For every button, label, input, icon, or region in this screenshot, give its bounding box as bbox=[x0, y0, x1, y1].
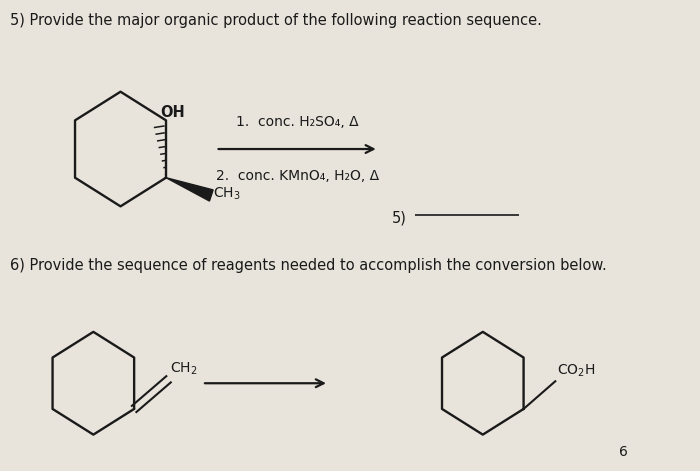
Text: 2.  conc. KMnO₄, H₂O, Δ: 2. conc. KMnO₄, H₂O, Δ bbox=[216, 169, 379, 183]
Text: 1.  conc. H₂SO₄, Δ: 1. conc. H₂SO₄, Δ bbox=[236, 115, 358, 129]
Text: 6) Provide the sequence of reagents needed to accomplish the conversion below.: 6) Provide the sequence of reagents need… bbox=[10, 258, 607, 273]
Text: CO$_2$H: CO$_2$H bbox=[557, 363, 596, 379]
Text: CH$_3$: CH$_3$ bbox=[213, 185, 241, 202]
Text: OH: OH bbox=[160, 106, 186, 121]
Text: CH$_2$: CH$_2$ bbox=[170, 361, 198, 377]
Polygon shape bbox=[166, 178, 213, 201]
Text: 5): 5) bbox=[392, 210, 407, 225]
Text: 6: 6 bbox=[619, 445, 628, 459]
Text: 5) Provide the major organic product of the following reaction sequence.: 5) Provide the major organic product of … bbox=[10, 13, 542, 28]
